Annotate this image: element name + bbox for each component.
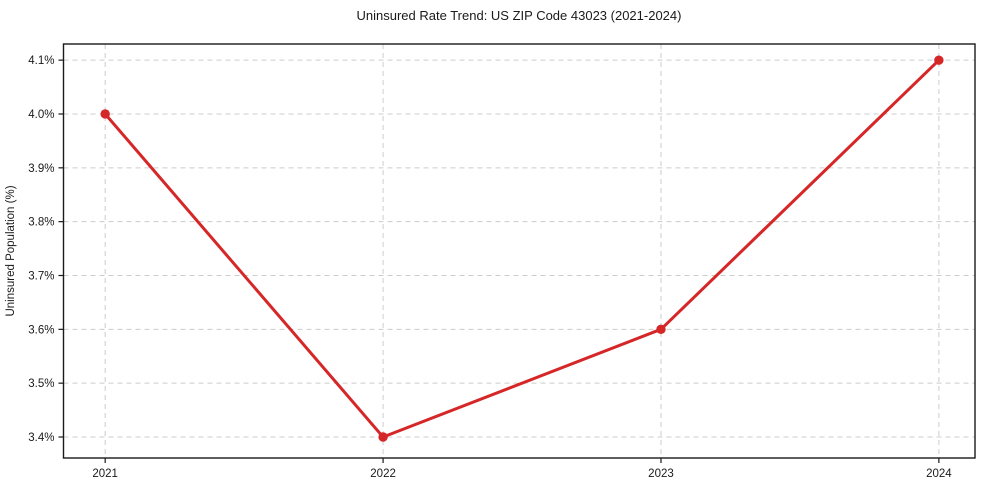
y-tick-label: 3.9% <box>28 163 54 175</box>
y-axis-label: Uninsured Population (%) <box>5 185 17 316</box>
y-tick-label: 4.0% <box>28 109 54 121</box>
gridlines <box>63 44 975 458</box>
x-tick-label: 2022 <box>370 468 396 480</box>
chart-title: Uninsured Rate Trend: US ZIP Code 43023 … <box>357 8 682 23</box>
y-tick-label: 3.4% <box>28 432 54 444</box>
data-point-marker <box>378 432 388 442</box>
y-tick-label: 3.8% <box>28 217 54 229</box>
y-tick-label: 3.6% <box>28 324 54 336</box>
y-tick-label: 3.7% <box>28 270 54 282</box>
x-tick-label: 2021 <box>92 468 118 480</box>
axes: 3.4% 3.5% 3.6% 3.7% 3.8% 3.9% 4.0% 4.1% 2021 2022… <box>28 43 976 480</box>
data-point-marker <box>100 109 110 119</box>
x-tick-label: 2023 <box>648 468 674 480</box>
y-tick-label: 4.1% <box>28 55 54 67</box>
data-point-marker <box>656 324 666 335</box>
plot-border <box>62 43 976 459</box>
data-point-marker <box>934 55 944 65</box>
trend-line <box>103 58 941 439</box>
data-series <box>100 55 944 442</box>
x-tick-label: 2024 <box>926 468 952 480</box>
y-tick-label: 3.5% <box>28 378 54 390</box>
